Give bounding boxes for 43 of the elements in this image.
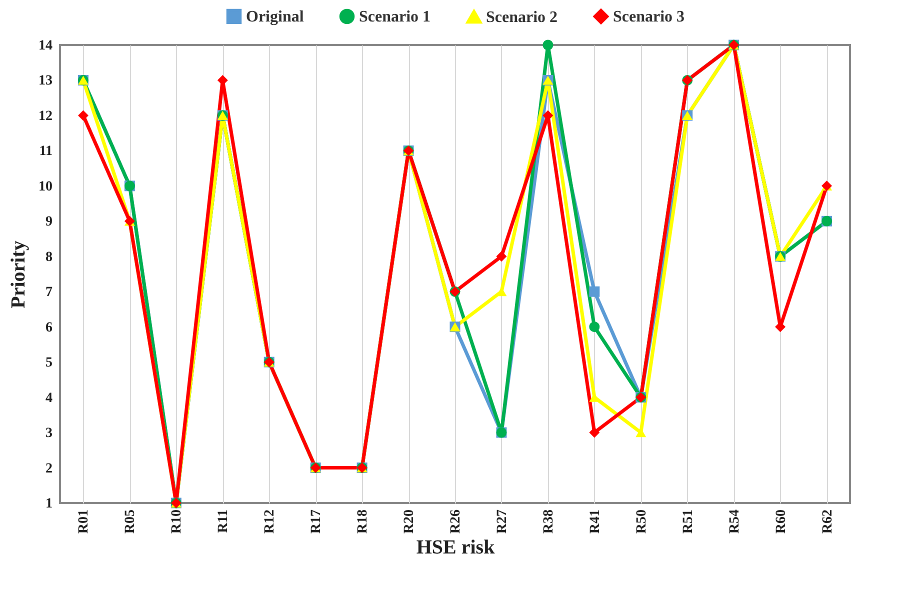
y-tick-label: 10 (38, 179, 52, 194)
x-tick-label: R27 (494, 510, 510, 534)
y-tick-label: 7 (46, 285, 52, 300)
x-tick-label: R18 (356, 510, 371, 534)
x-tick-label: R60 (774, 510, 789, 534)
point (589, 286, 600, 297)
x-tick-label: R11 (216, 510, 232, 533)
x-tick-label: R50 (634, 510, 650, 534)
x-tick-label: R12 (262, 510, 278, 534)
x-tick-label: R01 (76, 510, 92, 534)
y-tick-label: 11 (39, 144, 52, 160)
x-tick-label: R17 (309, 510, 324, 534)
x-tick-label: R20 (402, 510, 418, 534)
point (78, 110, 88, 121)
point (496, 251, 507, 262)
x-axis-title: HSE risk (416, 536, 496, 559)
x-tick-label: R05 (123, 510, 138, 534)
y-tick-label: 9 (46, 214, 52, 230)
x-tick-label: R62 (820, 510, 836, 534)
x-tick-label: R26 (448, 510, 464, 534)
y-tick-label: 14 (38, 38, 52, 54)
y-tick-label: 2 (46, 461, 52, 476)
y-tick-label: 12 (38, 108, 52, 124)
y-tick-label: 5 (46, 356, 52, 371)
x-tick-label: R38 (541, 510, 556, 534)
point (589, 322, 600, 332)
y-axis-title: Priority (8, 240, 30, 308)
y-tick-label: 13 (38, 74, 52, 89)
point (589, 427, 600, 438)
legend-label: Scenario 3 (613, 8, 685, 26)
legend-label: Scenario 2 (486, 8, 558, 26)
x-tick-label: R51 (680, 510, 696, 534)
y-tick-label: 6 (46, 320, 52, 336)
x-tick-label: R41 (588, 510, 603, 534)
x-tick-label: R54 (727, 510, 742, 534)
x-tick-label: R10 (170, 510, 185, 534)
y-tick-label: 8 (46, 250, 52, 265)
y-tick-label: 4 (46, 390, 52, 406)
point (542, 40, 554, 50)
legend-label: Scenario 1 (359, 8, 431, 26)
legend-label: Original (246, 8, 304, 26)
y-tick-label: 1 (46, 496, 52, 512)
y-tick-label: 3 (46, 426, 52, 442)
